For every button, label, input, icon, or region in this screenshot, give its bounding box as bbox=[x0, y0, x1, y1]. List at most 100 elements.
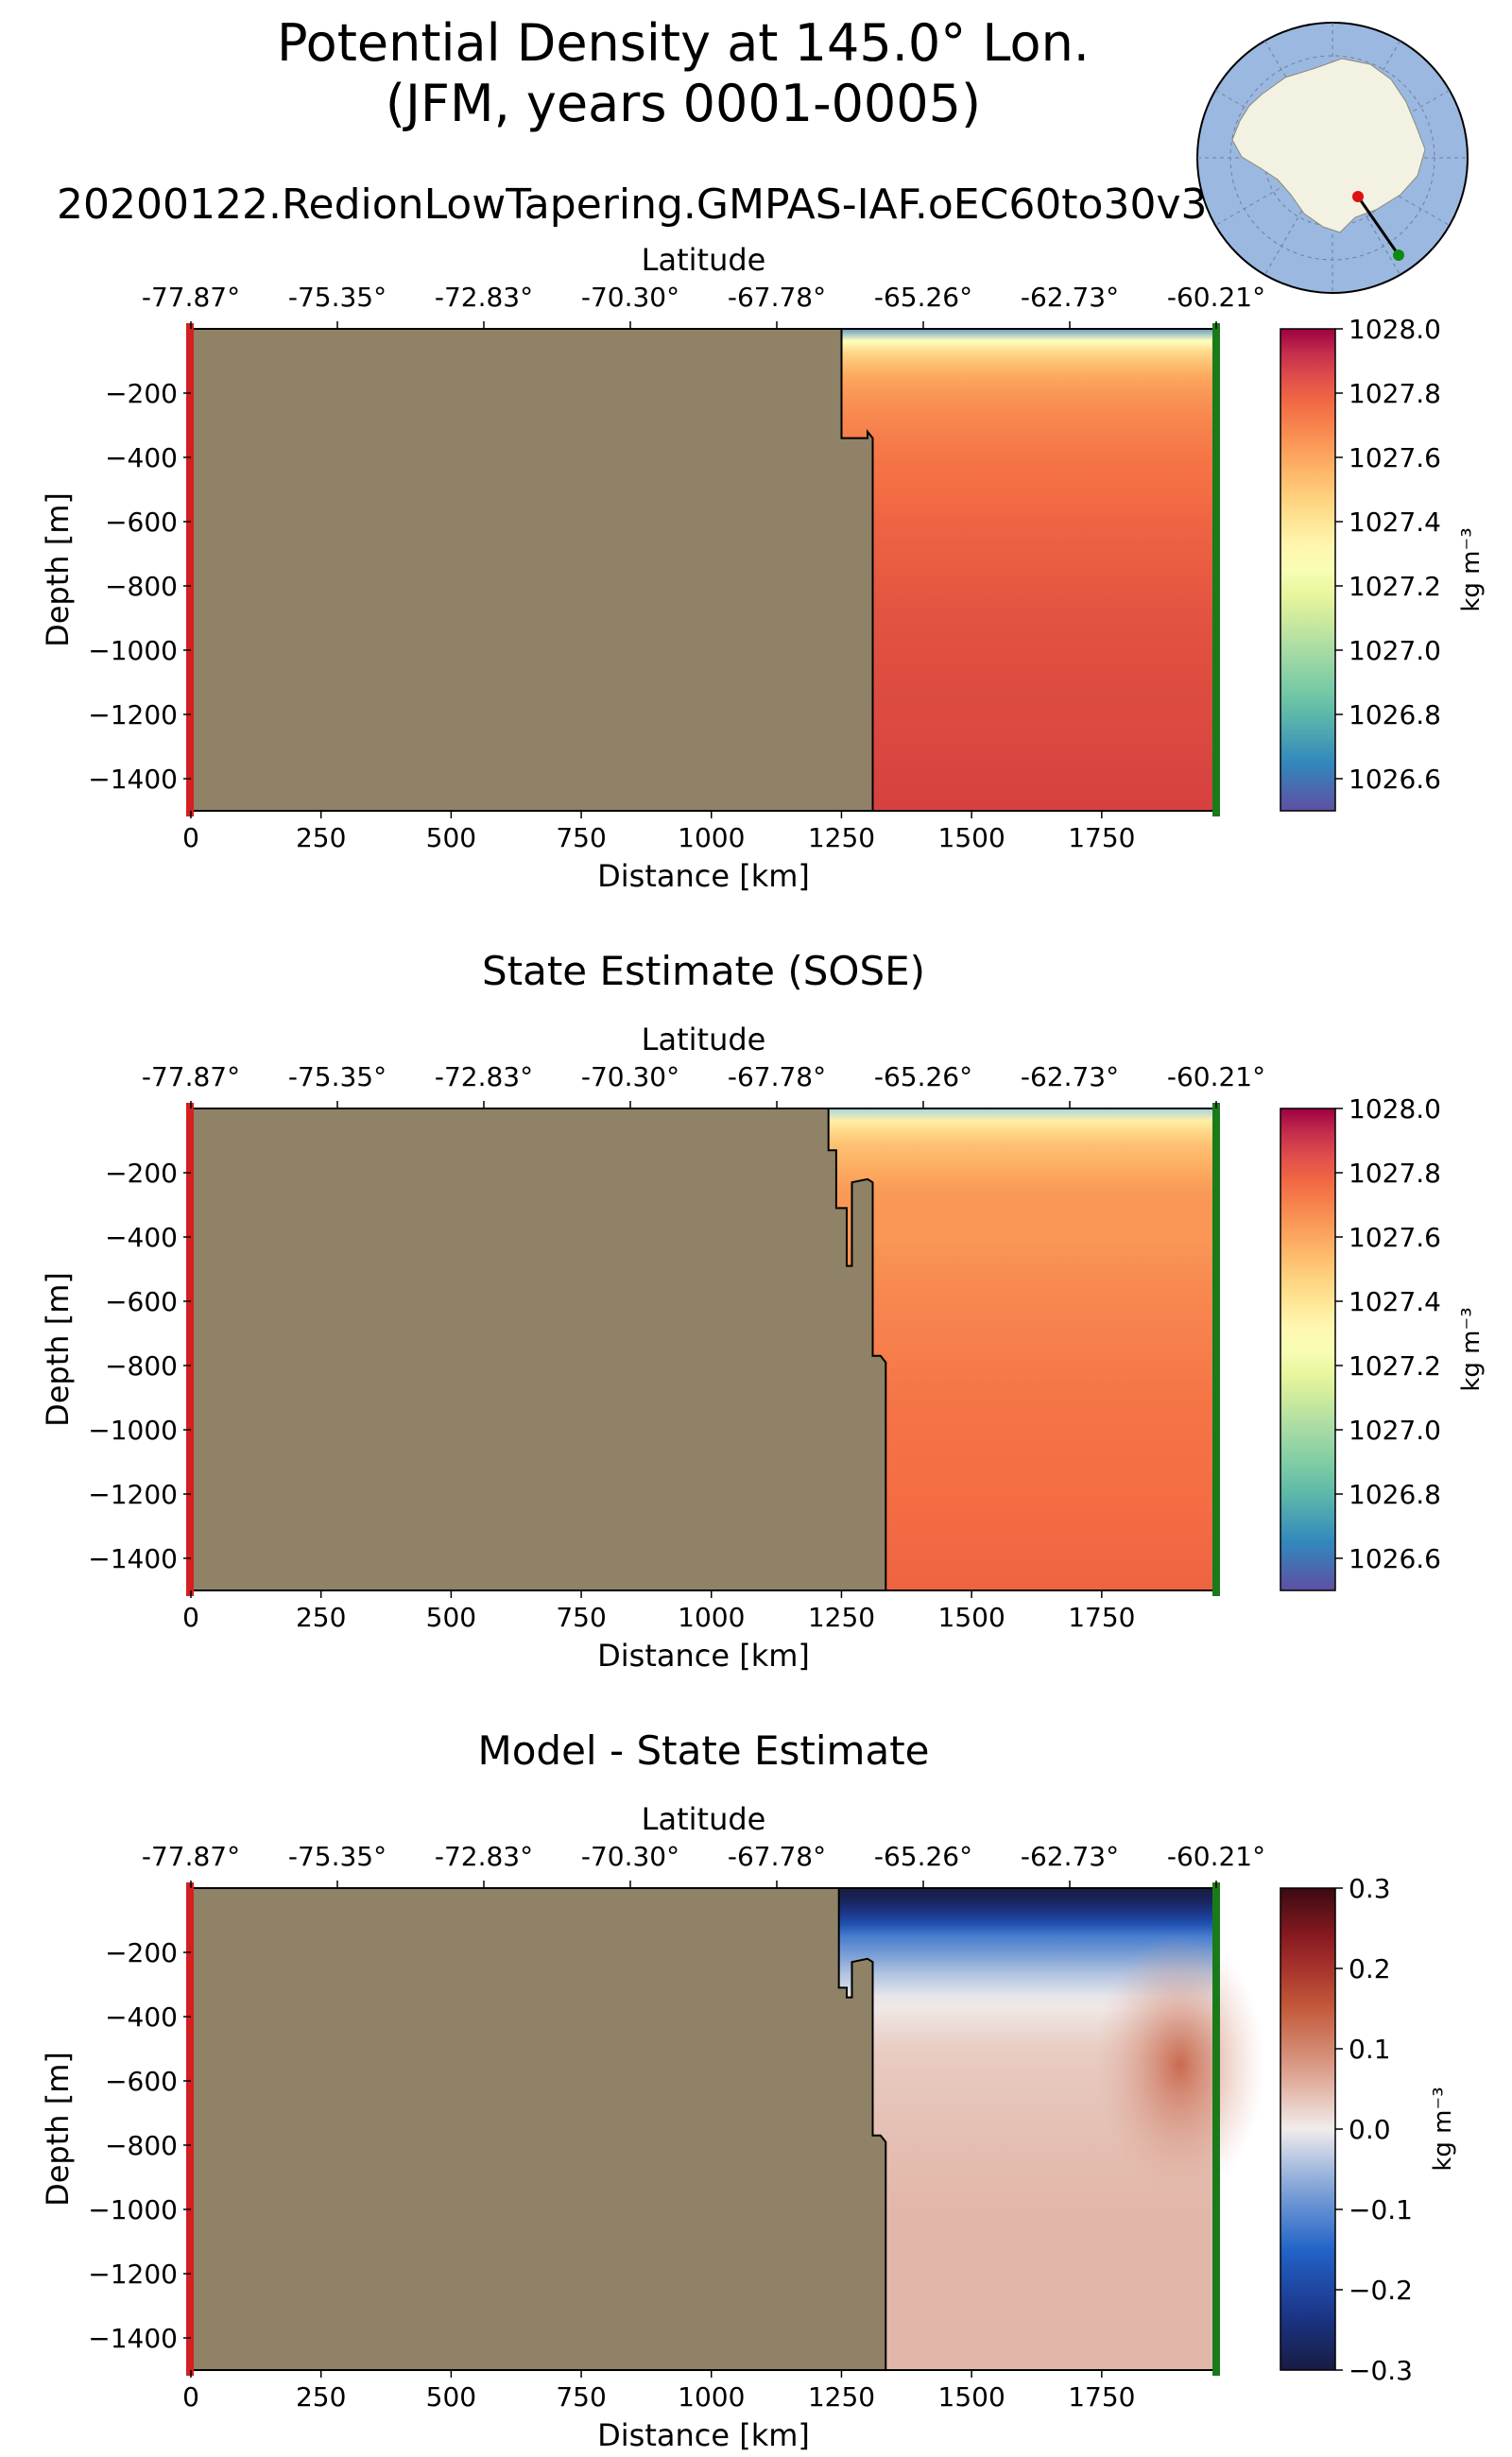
land-bathymetry bbox=[191, 1108, 886, 1590]
bathymetry-outline bbox=[837, 1888, 887, 2370]
x-tick-label: 500 bbox=[426, 822, 476, 853]
y-tick-label: −1200 bbox=[88, 699, 178, 730]
latitude-tick-label: -70.30° bbox=[581, 1061, 679, 1092]
section-end-marker bbox=[1393, 249, 1404, 261]
colorbar bbox=[1280, 328, 1336, 812]
y-tick-label: −400 bbox=[105, 2002, 178, 2033]
latitude-tick-label: -70.30° bbox=[581, 1841, 679, 1872]
colorbar-tick-label: 1028.0 bbox=[1349, 314, 1441, 345]
x-tick-label: 1500 bbox=[938, 2381, 1005, 2413]
colorbar-tick-label: 1027.2 bbox=[1349, 571, 1441, 602]
y-tick-label: −800 bbox=[105, 571, 178, 602]
x-tick-label: 250 bbox=[296, 2381, 346, 2413]
latitude-tick-label: -62.73° bbox=[1021, 1841, 1119, 1872]
y-tick-label: −1200 bbox=[88, 2259, 178, 2290]
model-density-panel: 0 250 500 750 1000 1250 1500 1750 Distance [km] -… bbox=[40, 242, 1486, 894]
latitude-tick-label: -72.83° bbox=[435, 1841, 533, 1872]
y-tick-label: −1200 bbox=[88, 1479, 178, 1510]
colorbar-tick-label: 1027.8 bbox=[1349, 378, 1441, 409]
x-tick-label: 1500 bbox=[938, 822, 1005, 853]
colorbar-tick-label: 0.0 bbox=[1349, 2114, 1391, 2145]
y-tick-label: −1400 bbox=[88, 2323, 178, 2354]
x-axis-label: Distance [km] bbox=[597, 858, 810, 894]
colorbar-tick-label: 0.1 bbox=[1349, 2034, 1391, 2065]
y-tick-label: −400 bbox=[105, 442, 178, 473]
x-tick-label: 0 bbox=[182, 822, 199, 853]
latitude-tick-label: -70.30° bbox=[581, 282, 679, 313]
section-start-marker bbox=[1352, 191, 1364, 202]
x-tick-label: 1000 bbox=[678, 2381, 745, 2413]
colorbar-tick-label: 1027.6 bbox=[1349, 442, 1441, 473]
y-tick-label: −1000 bbox=[88, 1415, 178, 1446]
y-tick-label: −800 bbox=[105, 2130, 178, 2161]
latitude-tick-label: -65.26° bbox=[874, 1841, 972, 1872]
colorbar-tick-label: 1027.6 bbox=[1349, 1222, 1441, 1253]
colorbar-tick-label: 1027.4 bbox=[1349, 1286, 1441, 1317]
y-tick-label: −600 bbox=[105, 1286, 178, 1317]
latitude-tick-label: -75.35° bbox=[288, 282, 387, 313]
land-bathymetry bbox=[191, 329, 873, 811]
antarctic-locator-map bbox=[1196, 22, 1469, 294]
y-axis-label: Depth [m] bbox=[40, 2052, 76, 2207]
latitude-tick-label: -75.35° bbox=[288, 1841, 387, 1872]
x-tick-label: 500 bbox=[426, 2381, 476, 2413]
x-tick-label: 1000 bbox=[678, 1602, 745, 1633]
x-tick-label: 1250 bbox=[808, 822, 875, 853]
colorbar-tick-label: −0.1 bbox=[1349, 2194, 1413, 2225]
colorbar bbox=[1280, 1887, 1336, 2371]
x-tick-label: 500 bbox=[426, 1602, 476, 1633]
y-tick-label: −1000 bbox=[88, 635, 178, 666]
section-start-bar bbox=[186, 1882, 194, 2376]
latitude-tick-label: -60.21° bbox=[1167, 1841, 1265, 1872]
colorbar-tick-label: 1027.8 bbox=[1349, 1158, 1441, 1189]
latitude-axis-label: Latitude bbox=[642, 242, 766, 278]
antarctica-land bbox=[1231, 58, 1426, 233]
latitude-tick-label: -65.26° bbox=[874, 1061, 972, 1092]
latitude-tick-label: -60.21° bbox=[1167, 1061, 1265, 1092]
x-tick-label: 1500 bbox=[938, 1602, 1005, 1633]
panel-title: State Estimate (SOSE) bbox=[482, 948, 925, 994]
x-tick-label: 750 bbox=[556, 2381, 606, 2413]
x-tick-label: 1250 bbox=[808, 2381, 875, 2413]
figure-title-line1: Potential Density at 145.0° Lon. bbox=[277, 13, 1090, 73]
x-tick-label: 750 bbox=[556, 822, 606, 853]
latitude-tick-label: -60.21° bbox=[1167, 282, 1265, 313]
figure-title-line2: (JFM, years 0001-0005) bbox=[386, 74, 981, 133]
colorbar-units-label: kg m⁻³ bbox=[1457, 1307, 1486, 1391]
latitude-tick-label: -67.78° bbox=[728, 1061, 826, 1092]
colorbar-tick-label: 1026.6 bbox=[1349, 764, 1441, 795]
section-start-bar bbox=[186, 1103, 194, 1596]
section-start-bar bbox=[186, 323, 194, 816]
x-tick-label: 1750 bbox=[1068, 1602, 1135, 1633]
colorbar-tick-label: 1027.0 bbox=[1349, 1415, 1441, 1446]
colorbar-tick-label: 1026.8 bbox=[1349, 1479, 1441, 1510]
sose-density-panel: State Estimate (SOSE) 0 250 500 750 1000 1250 1… bbox=[40, 948, 1486, 1674]
positive-anomaly-patch bbox=[1094, 1933, 1265, 2197]
y-tick-label: −1400 bbox=[88, 1543, 178, 1574]
latitude-tick-label: -72.83° bbox=[435, 1061, 533, 1092]
model-minus-sose-panel: Model - State Estimate 0 250 500 750 1000 1250… bbox=[40, 1727, 1457, 2453]
colorbar-tick-label: 1026.6 bbox=[1349, 1543, 1441, 1574]
x-tick-label: 1000 bbox=[678, 822, 745, 853]
latitude-tick-label: -67.78° bbox=[728, 282, 826, 313]
colorbar-tick-label: 0.2 bbox=[1349, 1953, 1391, 1984]
latitude-tick-label: -67.78° bbox=[728, 1841, 826, 1872]
y-tick-label: −200 bbox=[105, 1937, 178, 1968]
bathymetry-outline bbox=[827, 1108, 887, 1590]
x-tick-label: 750 bbox=[556, 1602, 606, 1633]
colorbar-tick-label: −0.2 bbox=[1349, 2275, 1413, 2306]
y-tick-label: −400 bbox=[105, 1222, 178, 1253]
x-tick-label: 1250 bbox=[808, 1602, 875, 1633]
y-tick-label: −1400 bbox=[88, 764, 178, 795]
run-name: 20200122.RedionLowTapering.GMPAS-IAF.oEC… bbox=[57, 180, 1208, 229]
y-tick-label: −200 bbox=[105, 1158, 178, 1189]
latitude-tick-label: -62.73° bbox=[1021, 282, 1119, 313]
colorbar-tick-label: 1028.0 bbox=[1349, 1093, 1441, 1125]
colorbar-tick-label: 1027.2 bbox=[1349, 1350, 1441, 1382]
panel-title: Model - State Estimate bbox=[478, 1727, 930, 1774]
latitude-tick-label: -77.87° bbox=[142, 1841, 240, 1872]
x-tick-label: 1750 bbox=[1068, 822, 1135, 853]
latitude-tick-label: -77.87° bbox=[142, 1061, 240, 1092]
y-tick-label: −600 bbox=[105, 2066, 178, 2097]
